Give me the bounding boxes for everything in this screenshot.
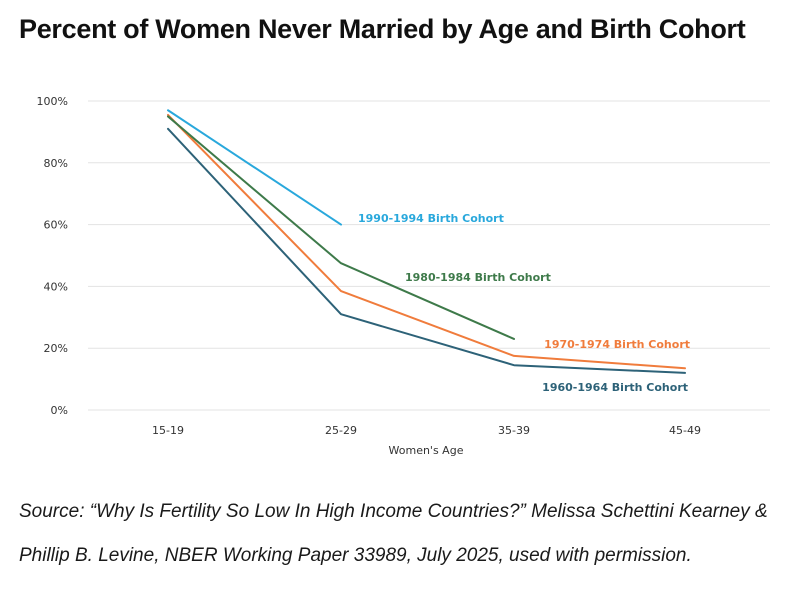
y-axis: 0% 20% 40% 60% 80% 100% [37, 95, 68, 417]
series-label: 1990-1994 Birth Cohort [358, 212, 504, 225]
series-label: 1960-1964 Birth Cohort [542, 381, 688, 394]
x-tick-label: 25-29 [325, 424, 357, 437]
x-tick-label: 15-19 [152, 424, 184, 437]
gridlines [88, 100, 770, 411]
series-label: 1980-1984 Birth Cohort [405, 271, 551, 284]
series-label: 1970-1974 Birth Cohort [544, 338, 690, 351]
series-lines [167, 109, 686, 374]
series-labels: 1990-1994 Birth Cohort 1980-1984 Birth Co… [358, 212, 690, 394]
chart-area: 0% 20% 40% 60% 80% 100% 15-19 25-29 35-39 45-49 W… [37, 95, 770, 457]
y-tick-label: 40% [44, 280, 68, 293]
x-tick-label: 35-39 [498, 424, 530, 437]
y-tick-label: 100% [37, 95, 68, 108]
x-axis: 15-19 25-29 35-39 45-49 Women's Age [152, 424, 701, 457]
source-citation-line-2: Phillip B. Levine, NBER Working Paper 33… [19, 545, 692, 566]
y-tick-label: 20% [44, 342, 68, 355]
x-axis-title: Women's Age [389, 444, 464, 457]
series-line [167, 115, 515, 340]
series-line [167, 127, 686, 374]
chart-title: Percent of Women Never Married by Age an… [19, 14, 746, 44]
series-line [167, 109, 342, 226]
x-tick-label: 45-49 [669, 424, 701, 437]
y-tick-label: 0% [51, 404, 68, 417]
y-tick-label: 80% [44, 157, 68, 170]
series-line [167, 113, 686, 370]
source-citation-line-1: Source: “Why Is Fertility So Low In High… [19, 501, 768, 522]
y-tick-label: 60% [44, 219, 68, 232]
